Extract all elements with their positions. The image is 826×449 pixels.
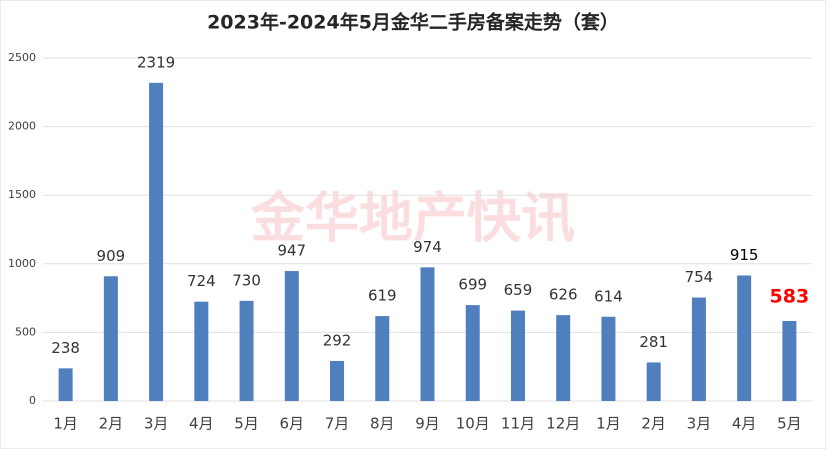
y-tick-label: 2000 (8, 120, 36, 133)
y-tick-label: 2500 (8, 51, 36, 64)
value-label: 730 (232, 271, 261, 289)
bar (149, 82, 164, 402)
bar (239, 300, 254, 401)
bar (420, 267, 435, 401)
y-tick-label: 1000 (8, 257, 36, 270)
value-label: 281 (639, 333, 668, 351)
chart-title: 2023年-2024年5月金华二手房备案走势（套） (207, 11, 619, 34)
bar (465, 305, 480, 401)
value-label: 974 (413, 238, 442, 256)
value-label: 238 (51, 339, 80, 357)
x-tick-label: 3月 (687, 415, 712, 433)
value-label: 909 (97, 247, 126, 265)
bar (375, 316, 390, 401)
value-label: 2319 (137, 53, 175, 71)
x-tick-label: 10月 (456, 415, 490, 433)
value-label: 659 (504, 281, 533, 299)
bar (782, 321, 797, 401)
bar (103, 276, 118, 401)
value-label: 292 (323, 331, 352, 349)
x-tick-label: 3月 (144, 415, 169, 433)
x-tick-label: 2月 (641, 415, 666, 433)
bar (58, 368, 73, 401)
value-label: 699 (458, 276, 487, 294)
y-tick-label: 500 (15, 325, 36, 338)
bar (601, 316, 616, 401)
value-label: 583 (770, 286, 810, 308)
value-label: 947 (277, 242, 306, 260)
bar (194, 301, 209, 401)
bar (646, 362, 661, 401)
x-tick-label: 5月 (234, 415, 259, 433)
watermark: 金华地产快讯 (250, 187, 575, 250)
x-tick-label: 7月 (325, 415, 350, 433)
value-label: 724 (187, 272, 216, 290)
bar (737, 275, 752, 401)
bar (510, 310, 525, 401)
x-tick-label: 1月 (53, 415, 78, 433)
x-tick-label: 2月 (99, 415, 124, 433)
value-label: 754 (685, 268, 714, 286)
x-tick-label: 9月 (415, 415, 440, 433)
value-label: 614 (594, 287, 623, 305)
bar (691, 297, 706, 401)
value-label: 619 (368, 287, 397, 305)
bar (284, 271, 299, 401)
value-label: 626 (549, 286, 578, 304)
y-tick-label: 0 (29, 394, 36, 407)
x-tick-label: 6月 (280, 415, 305, 433)
x-tick-label: 12月 (546, 415, 580, 433)
x-tick-label: 4月 (732, 415, 757, 433)
x-tick-label: 1月 (596, 415, 621, 433)
x-tick-label: 5月 (777, 415, 802, 433)
bar (556, 315, 571, 401)
value-label: 915 (730, 246, 759, 264)
x-tick-label: 4月 (189, 415, 214, 433)
x-tick-label: 11月 (501, 415, 535, 433)
y-tick-label: 1500 (8, 188, 36, 201)
bar (330, 360, 345, 401)
x-tick-label: 8月 (370, 415, 395, 433)
